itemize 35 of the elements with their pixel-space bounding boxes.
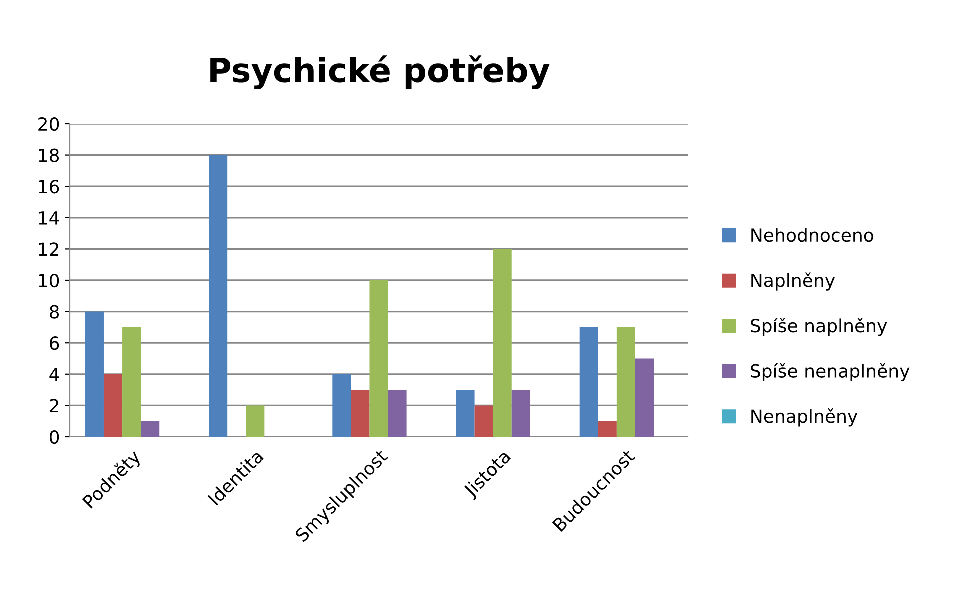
legend-label: Spíše nenaplněny (751, 363, 910, 382)
bar (209, 155, 228, 437)
y-tick-label: 16 (39, 180, 60, 194)
bar (122, 327, 142, 437)
y-tick-label: 2 (50, 399, 58, 413)
bar (104, 374, 123, 437)
y-tick-label: 4 (50, 368, 60, 382)
bar (85, 312, 104, 437)
legend-label: Spíše naplněny (751, 318, 888, 336)
legend-label: Nehodnoceno (752, 228, 874, 242)
y-tick-label: 12 (39, 242, 58, 256)
bar (598, 421, 617, 437)
y-tick-label: 18 (39, 148, 60, 162)
y-tick-label: 6 (50, 336, 60, 350)
chart-title: Psychické potřeby (210, 56, 550, 90)
y-tick-label: 0 (50, 430, 60, 444)
bar (351, 390, 370, 437)
legend-label: Naplněny (752, 272, 836, 291)
bar (512, 390, 530, 437)
legend-label: Nenaplněny (752, 408, 858, 427)
bar (493, 249, 512, 437)
y-tick-label: 8 (50, 305, 60, 319)
bar (616, 327, 636, 437)
bar (141, 421, 160, 437)
bar (246, 406, 265, 437)
bar (580, 327, 598, 437)
y-tick-label: 10 (39, 274, 60, 288)
bar (388, 390, 407, 437)
y-tick-label: 20 (38, 117, 60, 132)
bar (332, 374, 352, 437)
bar (474, 406, 494, 437)
y-tick-label: 14 (39, 212, 60, 225)
bar (635, 358, 654, 437)
bar (370, 280, 388, 437)
bar (456, 390, 475, 437)
